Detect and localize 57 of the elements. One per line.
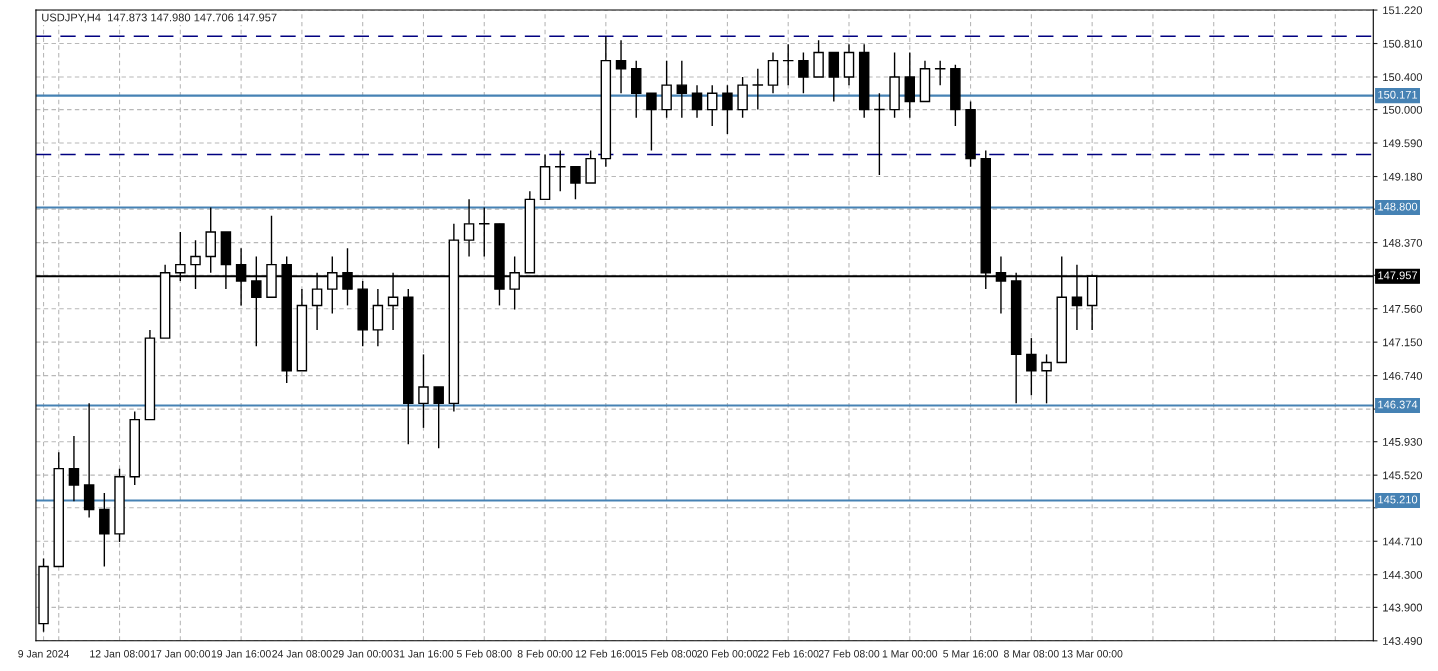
x-tick-label: 9 Jan 2024: [18, 650, 70, 658]
y-tick-label: 145.520: [1383, 471, 1423, 480]
y-tick-label: 143.900: [1383, 603, 1423, 612]
y-tick-label: 148.370: [1383, 238, 1423, 247]
candlestick: [676, 59, 688, 119]
x-tick-label: 5 Feb 08:00: [456, 649, 512, 658]
y-tick-label: 144.300: [1383, 570, 1423, 579]
x-tick-label: 29 Jan 00:00: [333, 650, 393, 658]
y-tick-label: 151.220: [1383, 6, 1423, 15]
candlestick: [615, 39, 627, 94]
candlestick: [570, 166, 581, 201]
x-tick-label: 5 Mar 16:00: [943, 650, 998, 658]
candlestick: [934, 59, 946, 86]
x-tick-label: 19 Jan 16:00: [211, 650, 271, 658]
candlestick: [646, 92, 657, 152]
ref-line-label: 146.374: [1378, 400, 1418, 409]
x-tick-label: 31 Jan 16:00: [393, 650, 454, 658]
candlestick: [479, 206, 490, 258]
ref-line-label: 148.800: [1378, 202, 1418, 211]
x-tick-label: 24 Jan 08:00: [272, 650, 332, 658]
x-tick-label: 8 Feb 00:00: [517, 649, 573, 658]
y-tick-label: 147.150: [1383, 338, 1423, 347]
x-tick-label: 12 Feb 16:00: [575, 649, 637, 658]
candlestick: [1026, 337, 1037, 396]
candlestick: [691, 84, 703, 119]
candlestick: [433, 386, 444, 449]
ref-line-label: 150.171: [1378, 90, 1418, 99]
x-tick-label: 15 Feb 08:00: [636, 649, 697, 658]
y-tick-label: 150.810: [1383, 39, 1423, 48]
x-tick-label: 20 Feb 00:00: [697, 649, 758, 658]
x-tick-label: 1 Mar 00:00: [882, 650, 938, 658]
x-tick-label: 13 Mar 00:00: [1062, 650, 1123, 658]
y-tick-label: 146.740: [1383, 371, 1423, 380]
y-tick-label: 150.400: [1383, 73, 1423, 82]
x-tick-label: 22 Feb 16:00: [758, 649, 819, 658]
y-tick-label: 145.930: [1383, 437, 1423, 446]
ref-line-label: 147.957: [1378, 271, 1418, 280]
candlestick: [463, 198, 475, 258]
x-tick-label: 27 Feb 08:00: [818, 649, 880, 658]
y-tick-label: 149.590: [1383, 139, 1423, 148]
y-tick-label: 147.560: [1383, 304, 1423, 313]
candlestick: [418, 353, 429, 429]
chart-title: USDJPY,H4 147.873 147.980 147.706 147.957: [42, 13, 277, 23]
candlestick: [798, 51, 809, 94]
candlestick: [68, 435, 80, 502]
x-tick-label: 12 Jan 08:00: [90, 650, 150, 658]
y-tick-label: 143.490: [1383, 637, 1423, 645]
y-tick-label: 150.000: [1383, 105, 1423, 114]
y-tick-label: 144.710: [1383, 537, 1423, 546]
ref-line-label: 145.210: [1378, 495, 1418, 504]
y-tick-label: 149.180: [1383, 172, 1423, 181]
x-tick-label: 17 Jan 00:00: [151, 650, 211, 658]
x-tick-label: 8 Mar 08:00: [1004, 650, 1059, 658]
candlestick: [722, 84, 733, 135]
candlestick: [706, 84, 718, 127]
candlestick: [1041, 353, 1052, 405]
candlestick: [752, 68, 764, 111]
